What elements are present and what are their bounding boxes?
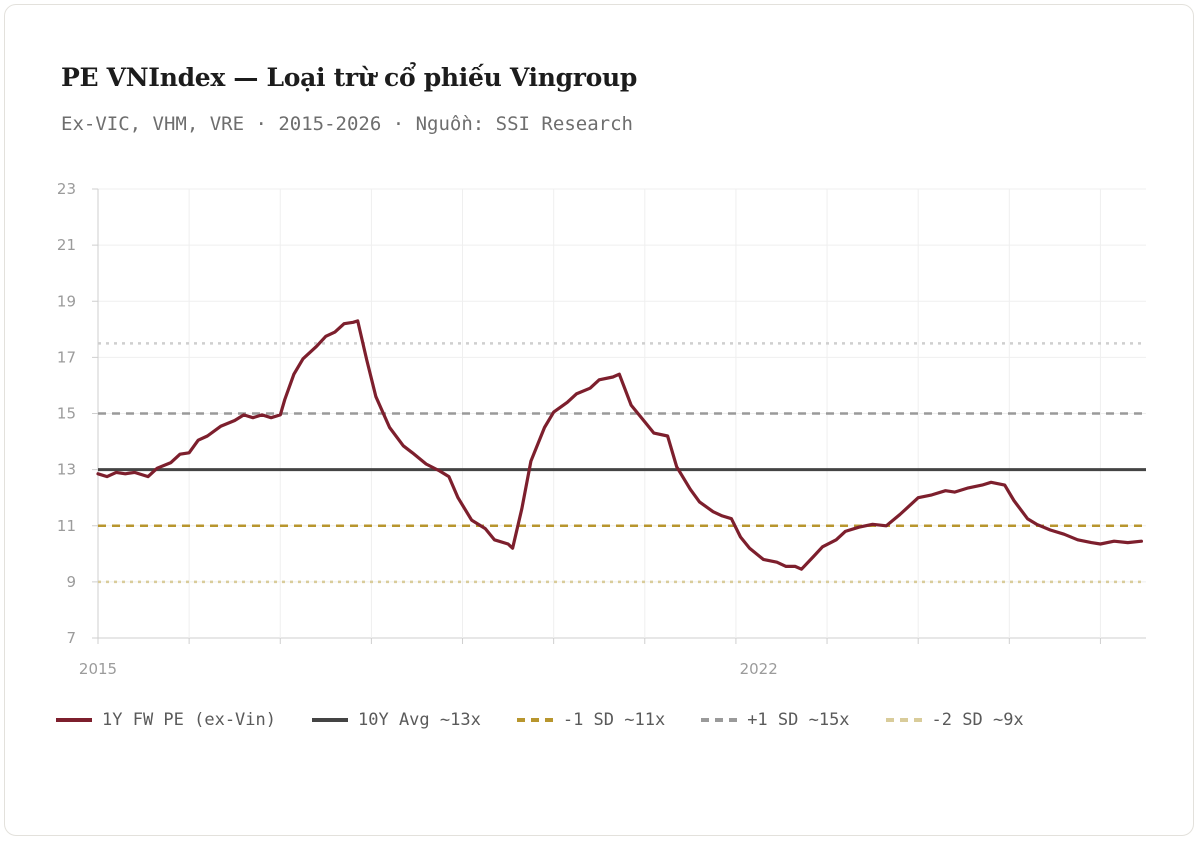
legend-label: +1 SD ~15x bbox=[747, 710, 850, 730]
reference-lines bbox=[98, 342, 1146, 584]
y-tick-label: 7 bbox=[66, 629, 76, 647]
y-tick-label: 13 bbox=[57, 461, 76, 479]
legend-label: -1 SD ~11x bbox=[562, 710, 666, 730]
legend-label: 10Y Avg ~13x bbox=[358, 710, 481, 730]
legend-label: -2 SD ~9x bbox=[931, 710, 1024, 730]
legend-item-pe: 1Y FW PE (ex-Vin) bbox=[56, 710, 276, 730]
chart-title: PE VNIndex — Loại trừ cổ phiếu Vingroup bbox=[61, 63, 638, 92]
chart-legend: 1Y FW PE (ex-Vin) 10Y Avg ~13x -1 SD ~11x +… bbox=[56, 710, 1060, 730]
x-tick-label: 2015 bbox=[79, 660, 117, 678]
chart-card: PE VNIndex — Loại trừ cổ phiếu Vingroup … bbox=[4, 4, 1194, 836]
legend-swatch bbox=[312, 718, 348, 722]
legend-item-avg: 10Y Avg ~13x bbox=[312, 710, 481, 730]
series-lines bbox=[96, 319, 1143, 571]
legend-swatch bbox=[701, 718, 738, 722]
x-axis-ticks: 2015 2022 bbox=[79, 660, 778, 678]
legend-item-p1sd: +1 SD ~15x bbox=[701, 710, 850, 730]
legend-item-m1sd: -1 SD ~11x bbox=[516, 710, 666, 730]
legend-label: 1Y FW PE (ex-Vin) bbox=[102, 710, 276, 730]
y-axis-ticks: 7 9 11 13 15 17 19 21 23 bbox=[57, 180, 76, 647]
series-line-pe bbox=[96, 319, 1143, 571]
y-tick-label: 23 bbox=[57, 180, 76, 198]
y-tick-label: 17 bbox=[57, 348, 76, 366]
legend-swatch bbox=[516, 718, 553, 722]
legend-swatch bbox=[56, 718, 92, 722]
y-tick-label: 11 bbox=[57, 517, 76, 535]
y-tick-label: 21 bbox=[57, 236, 76, 254]
legend-item-m2sd: -2 SD ~9x bbox=[885, 710, 1024, 730]
y-tick-label: 19 bbox=[57, 292, 76, 310]
legend-swatch bbox=[885, 718, 922, 722]
y-tick-label: 15 bbox=[57, 405, 76, 423]
y-tick-label: 9 bbox=[66, 573, 76, 591]
chart-subtitle: Ex-VIC, VHM, VRE · 2015-2026 · Nguồn: SS… bbox=[61, 113, 633, 135]
x-tick-label: 2022 bbox=[740, 660, 778, 678]
